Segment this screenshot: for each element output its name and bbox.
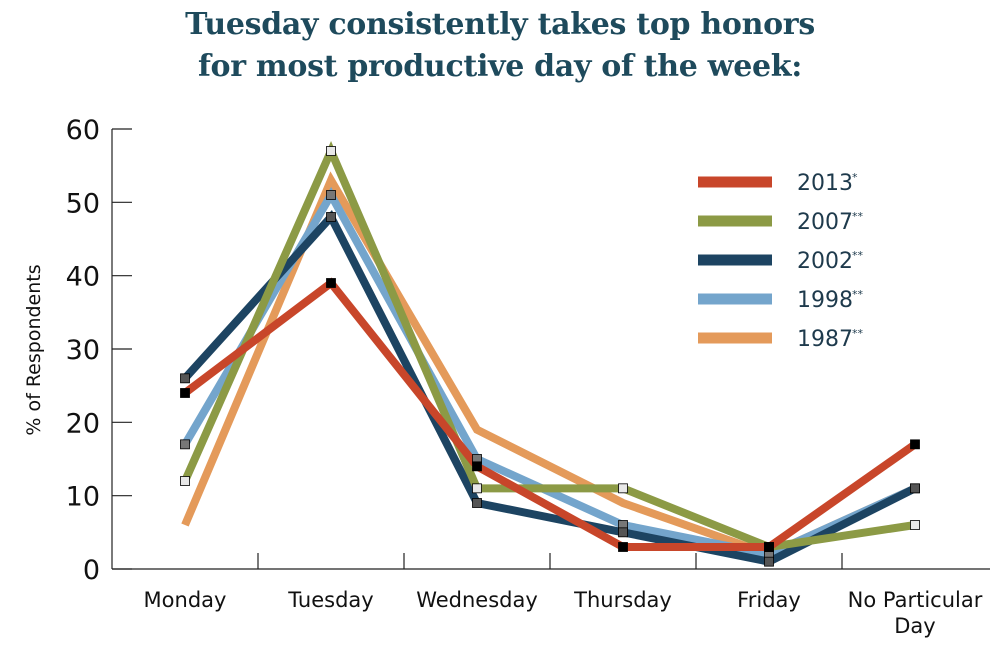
data-point-2007: [326, 146, 336, 156]
x-tick-label: Wednesday: [416, 588, 538, 612]
data-point-2013: [910, 439, 920, 450]
legend-label: 2002: [797, 249, 853, 274]
legend-footnote-mark: **: [852, 288, 864, 301]
legend-label: 1987: [797, 327, 853, 352]
series-markers: [180, 146, 920, 567]
data-point-2002: [180, 373, 190, 384]
chart-title-line2: for most productive day of the week:: [197, 49, 803, 84]
x-tick-label: Friday: [737, 588, 801, 612]
legend-label: 2013: [797, 171, 853, 196]
chart-title: Tuesday consistently takes top honors fo…: [0, 4, 1000, 88]
legend-label: 2007: [797, 210, 853, 235]
data-point-2013: [764, 542, 774, 552]
legend-footnote-mark: **: [852, 327, 864, 340]
data-point-2013: [618, 542, 628, 552]
data-point-2013: [180, 388, 190, 398]
x-tick-label: No Particular Day: [848, 588, 983, 638]
y-tick-label: 40: [66, 262, 100, 293]
y-tick-label: 30: [66, 335, 100, 366]
data-point-2007: [472, 483, 482, 494]
data-point-2007: [618, 483, 628, 494]
legend-footnote-mark: *: [852, 171, 858, 184]
data-point-2007: [910, 520, 920, 530]
series-line-2007: [181, 141, 916, 552]
legend-footnote-mark: **: [852, 210, 864, 223]
legend: 2013 *2007 **2002 **1998 **1987 **: [698, 171, 864, 352]
data-point-2002: [326, 212, 336, 222]
y-tick-label: 20: [66, 408, 100, 439]
x-tick-label: Monday: [144, 588, 227, 612]
y-tick-label: 10: [66, 482, 100, 513]
series-lines: [181, 141, 918, 566]
x-tick-label: Thursday: [573, 588, 672, 612]
data-point-1998: [180, 439, 190, 450]
chart-title-line1: Tuesday consistently takes top honors: [185, 7, 815, 42]
data-point-2013: [472, 461, 482, 472]
y-tick-label: 60: [66, 115, 100, 146]
series-line-2002: [182, 210, 917, 566]
series-line-2013: [182, 277, 918, 551]
data-point-2002: [764, 556, 774, 567]
y-tick-label: 50: [66, 188, 100, 219]
x-tick-label: Tuesday: [287, 588, 373, 612]
data-point-2013: [326, 278, 336, 288]
data-point-2002: [618, 527, 628, 538]
data-point-1998: [326, 190, 336, 200]
data-point-2002: [910, 483, 920, 494]
data-point-2007: [180, 476, 190, 486]
legend-label: 1998: [797, 288, 853, 313]
data-point-2002: [472, 498, 482, 508]
axes: 0 10 20 30 40 50 60 Monday Tuesday Wednesday Thurs…: [66, 115, 990, 638]
y-tick-label: 0: [83, 555, 100, 586]
legend-footnote-mark: **: [852, 249, 864, 262]
y-axis-label: % of Respondents: [23, 264, 45, 435]
